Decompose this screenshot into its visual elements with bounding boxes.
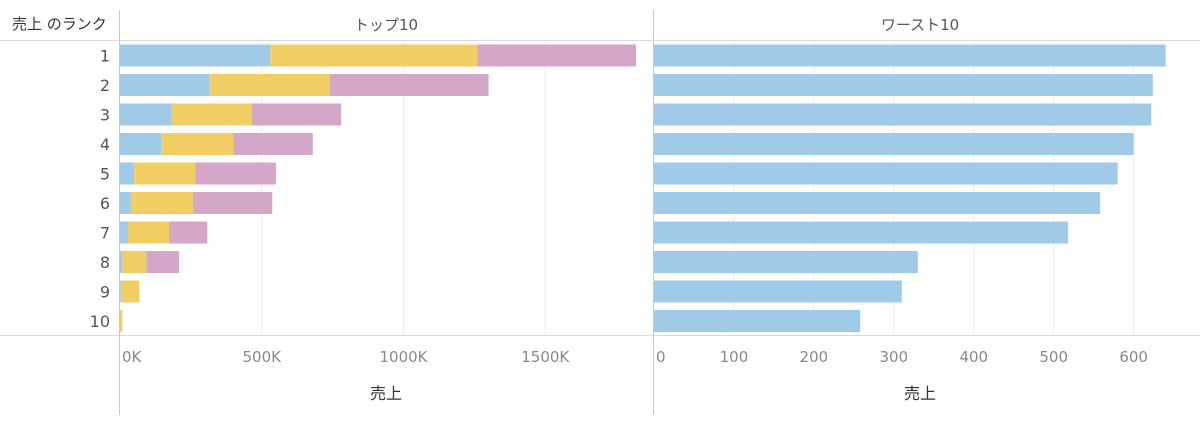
row-header-title: 売上 のランク xyxy=(12,15,107,33)
top10-bar-rank-1-segment-1[interactable] xyxy=(120,44,271,67)
top10-bar-rank-4-segment-3[interactable] xyxy=(233,133,313,155)
top10-bar-rank-1-segment-3[interactable] xyxy=(477,44,636,67)
top10-bar-rank-9-segment-2[interactable] xyxy=(120,280,140,303)
top10-bar-rank-2-segment-1[interactable] xyxy=(120,74,210,96)
top10-bar-rank-9-segment-1[interactable] xyxy=(120,280,121,303)
top10-bar-rank-7-segment-1[interactable] xyxy=(120,221,128,244)
rank-label: 5 xyxy=(100,165,110,184)
worst10-tick-label: 400 xyxy=(959,348,988,366)
worst10-bar-rank-7[interactable] xyxy=(654,221,1069,244)
top10-bar-rank-2-segment-3[interactable] xyxy=(329,74,489,96)
rank-label: 2 xyxy=(100,76,110,95)
top10-bar-rank-5-segment-3[interactable] xyxy=(195,162,276,185)
worst10-bar-rank-3[interactable] xyxy=(654,103,1152,126)
top10-bar-rank-3-segment-3[interactable] xyxy=(251,103,342,126)
worst10-x-axis-title: 売上 xyxy=(904,384,936,403)
worst10-bar-rank-5[interactable] xyxy=(654,162,1118,185)
rank-label: 3 xyxy=(100,106,110,125)
top10-bar-rank-4-segment-2[interactable] xyxy=(161,133,234,155)
worst10-bar-rank-2[interactable] xyxy=(654,74,1153,96)
top10-bar-rank-10-segment-2[interactable] xyxy=(120,310,123,332)
rank-label: 10 xyxy=(90,312,110,331)
worst10-tick-label: 500 xyxy=(1039,348,1068,366)
worst10-bar-rank-1[interactable] xyxy=(654,44,1166,67)
rank-label: 6 xyxy=(100,194,110,213)
worst10-tick-label: 600 xyxy=(1119,348,1148,366)
top10-bar-rank-7-segment-2[interactable] xyxy=(127,221,170,244)
top10-bar-rank-8-segment-2[interactable] xyxy=(122,251,147,273)
rank-label: 9 xyxy=(100,283,110,302)
rank-label: 7 xyxy=(100,224,110,243)
top10-bar-rank-8-segment-3[interactable] xyxy=(146,251,179,273)
top10-tick-label: 0K xyxy=(122,348,143,366)
top10-tick-label: 500K xyxy=(243,348,283,366)
top10-bar-rank-6-segment-1[interactable] xyxy=(120,192,131,214)
worst10-bar-rank-8[interactable] xyxy=(654,251,918,273)
top10-bar-rank-5-segment-1[interactable] xyxy=(120,162,135,185)
top10-bar-rank-5-segment-2[interactable] xyxy=(134,162,196,185)
top10-x-axis-title: 売上 xyxy=(370,384,402,403)
rank-labels: 1 2 3 4 5 6 7 8 9 10 xyxy=(90,47,110,332)
worst10-bar-rank-6[interactable] xyxy=(654,192,1101,214)
worst10-tick-label: 0 xyxy=(656,348,666,366)
worst10-bar-rank-9[interactable] xyxy=(654,280,902,303)
worst10-bars xyxy=(654,44,1166,332)
worst10-title: ワースト10 xyxy=(881,16,959,34)
worst10-bar-rank-4[interactable] xyxy=(654,133,1134,155)
top10-tick-label: 1500K xyxy=(521,348,570,366)
top10-bar-rank-1-segment-2[interactable] xyxy=(270,44,478,67)
worst10-tick-label: 200 xyxy=(800,348,829,366)
top10-bar-rank-3-segment-2[interactable] xyxy=(171,103,252,126)
top10-tick-labels: 0K 500K 1000K 1500K xyxy=(122,348,570,366)
top10-bars xyxy=(120,44,636,332)
top10-tick-label: 1000K xyxy=(380,348,429,366)
top10-title: トップ10 xyxy=(354,16,418,34)
worst10-tick-label: 300 xyxy=(880,348,909,366)
worst10-tick-label: 100 xyxy=(720,348,749,366)
top10-bar-rank-3-segment-1[interactable] xyxy=(120,103,172,126)
worst10-tick-labels: 0 100 200 300 400 500 600 xyxy=(656,348,1148,366)
top10-bar-rank-4-segment-1[interactable] xyxy=(120,133,162,155)
top10-bar-rank-8-segment-1[interactable] xyxy=(120,251,123,273)
top10-bar-rank-6-segment-3[interactable] xyxy=(192,192,273,214)
top10-bar-rank-7-segment-3[interactable] xyxy=(169,221,208,244)
rank-label: 1 xyxy=(100,47,110,66)
rank-label: 4 xyxy=(100,135,110,154)
worst10-bar-rank-10[interactable] xyxy=(654,310,861,332)
top10-bar-rank-6-segment-2[interactable] xyxy=(130,192,193,214)
top10-bar-rank-2-segment-2[interactable] xyxy=(209,74,330,96)
rank-label: 8 xyxy=(100,253,110,272)
